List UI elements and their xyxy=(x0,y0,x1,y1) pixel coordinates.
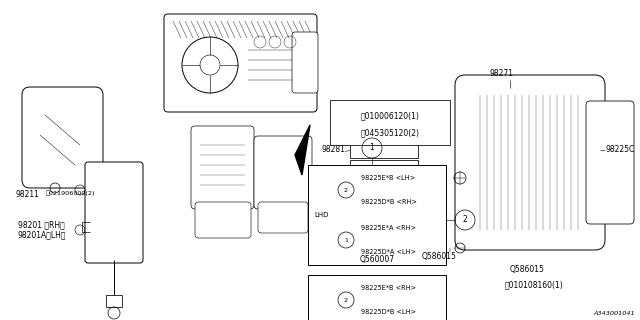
Text: 1: 1 xyxy=(344,237,348,243)
FancyBboxPatch shape xyxy=(455,75,605,250)
FancyBboxPatch shape xyxy=(586,101,634,224)
Bar xyxy=(330,100,450,145)
Text: ⓝ021906000(2): ⓝ021906000(2) xyxy=(46,190,95,196)
Text: 2: 2 xyxy=(344,298,348,302)
Text: 98225C: 98225C xyxy=(605,146,634,155)
FancyBboxPatch shape xyxy=(106,295,122,307)
Text: Q560007: Q560007 xyxy=(360,255,395,264)
Bar xyxy=(308,275,446,320)
Text: 98201 〈RH〉: 98201 〈RH〉 xyxy=(18,220,65,229)
Text: 98225E*A <RH>: 98225E*A <RH> xyxy=(361,225,416,230)
Bar xyxy=(350,160,418,178)
Text: A343001041: A343001041 xyxy=(593,311,635,316)
Text: 98225E*B <RH>: 98225E*B <RH> xyxy=(361,284,416,291)
FancyBboxPatch shape xyxy=(254,136,312,209)
Text: Q586015: Q586015 xyxy=(422,252,457,261)
Text: 98225D*B <RH>: 98225D*B <RH> xyxy=(361,199,417,205)
FancyBboxPatch shape xyxy=(258,202,308,233)
Bar xyxy=(350,120,418,138)
Text: 98225D*B <LH>: 98225D*B <LH> xyxy=(361,309,416,316)
Text: 98225D*A <LH>: 98225D*A <LH> xyxy=(361,250,416,255)
Text: 2: 2 xyxy=(463,215,467,225)
Text: 2: 2 xyxy=(344,188,348,193)
Text: 98211: 98211 xyxy=(15,190,39,199)
Text: 98271: 98271 xyxy=(490,69,514,78)
FancyBboxPatch shape xyxy=(191,126,254,209)
FancyBboxPatch shape xyxy=(164,14,317,112)
Text: 98225E*B <LH>: 98225E*B <LH> xyxy=(361,174,415,180)
Text: Q586015: Q586015 xyxy=(510,265,545,274)
Text: 98201A〈LH〉: 98201A〈LH〉 xyxy=(18,230,67,239)
Polygon shape xyxy=(295,125,310,175)
FancyBboxPatch shape xyxy=(22,87,103,188)
Text: LHD: LHD xyxy=(315,212,329,218)
FancyBboxPatch shape xyxy=(292,32,318,93)
Text: Ⓢ045305120(2): Ⓢ045305120(2) xyxy=(360,128,419,137)
Text: Ⓑ010006120(1): Ⓑ010006120(1) xyxy=(360,111,419,120)
Text: 98281: 98281 xyxy=(321,146,345,155)
Bar xyxy=(350,140,418,158)
Text: 1: 1 xyxy=(370,143,374,153)
FancyBboxPatch shape xyxy=(85,162,143,263)
Text: Ⓑ010108160(1): Ⓑ010108160(1) xyxy=(505,280,564,289)
Bar xyxy=(308,165,446,265)
FancyBboxPatch shape xyxy=(195,202,251,238)
